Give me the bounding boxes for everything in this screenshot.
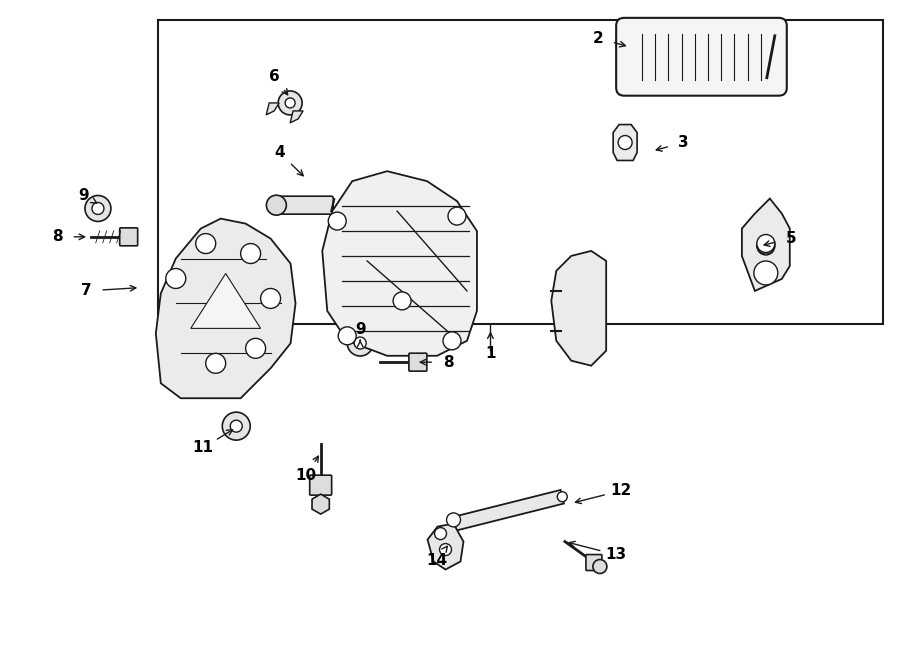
- Circle shape: [230, 420, 242, 432]
- Circle shape: [439, 543, 452, 555]
- Circle shape: [593, 560, 607, 574]
- Text: 5: 5: [786, 231, 796, 246]
- FancyBboxPatch shape: [616, 18, 787, 96]
- Text: 13: 13: [606, 547, 626, 563]
- Polygon shape: [552, 251, 607, 366]
- Text: 9: 9: [78, 188, 89, 203]
- Circle shape: [443, 332, 461, 350]
- FancyBboxPatch shape: [310, 475, 331, 495]
- Circle shape: [446, 513, 461, 527]
- Bar: [158, 20, 883, 324]
- Circle shape: [448, 207, 466, 225]
- Polygon shape: [613, 124, 637, 161]
- Circle shape: [757, 237, 775, 255]
- Circle shape: [166, 268, 185, 288]
- Circle shape: [195, 233, 216, 254]
- Text: 3: 3: [679, 135, 688, 150]
- Circle shape: [85, 196, 111, 221]
- FancyBboxPatch shape: [274, 196, 333, 214]
- Circle shape: [557, 492, 567, 502]
- Circle shape: [757, 235, 775, 253]
- Circle shape: [347, 330, 374, 356]
- Polygon shape: [428, 524, 464, 570]
- Text: 6: 6: [269, 69, 280, 84]
- Circle shape: [278, 91, 302, 115]
- Circle shape: [757, 236, 775, 254]
- Circle shape: [222, 412, 250, 440]
- Text: 2: 2: [593, 31, 604, 46]
- Circle shape: [618, 136, 632, 149]
- Circle shape: [338, 327, 356, 345]
- Circle shape: [393, 292, 411, 310]
- Circle shape: [240, 243, 261, 264]
- Text: 14: 14: [426, 553, 447, 568]
- Circle shape: [266, 195, 286, 215]
- Text: 4: 4: [274, 145, 284, 160]
- Circle shape: [355, 337, 366, 349]
- FancyBboxPatch shape: [586, 555, 602, 570]
- Circle shape: [754, 261, 778, 285]
- Polygon shape: [191, 274, 261, 329]
- Text: 10: 10: [296, 468, 317, 483]
- Polygon shape: [290, 111, 303, 123]
- Text: 1: 1: [485, 346, 496, 361]
- Text: 7: 7: [81, 284, 92, 298]
- Text: 8: 8: [443, 355, 454, 369]
- Polygon shape: [322, 171, 477, 356]
- Circle shape: [92, 202, 104, 214]
- Circle shape: [328, 212, 346, 230]
- Polygon shape: [453, 490, 564, 531]
- Circle shape: [246, 338, 266, 358]
- FancyBboxPatch shape: [120, 228, 138, 246]
- Text: 12: 12: [610, 483, 631, 498]
- FancyBboxPatch shape: [409, 353, 427, 371]
- Circle shape: [206, 354, 226, 373]
- Polygon shape: [742, 198, 790, 291]
- Text: 11: 11: [193, 440, 213, 455]
- Polygon shape: [156, 219, 295, 398]
- Circle shape: [261, 288, 281, 309]
- Circle shape: [285, 98, 295, 108]
- Text: 9: 9: [355, 322, 365, 336]
- Polygon shape: [266, 103, 279, 115]
- Circle shape: [435, 527, 446, 539]
- Text: 8: 8: [52, 229, 63, 245]
